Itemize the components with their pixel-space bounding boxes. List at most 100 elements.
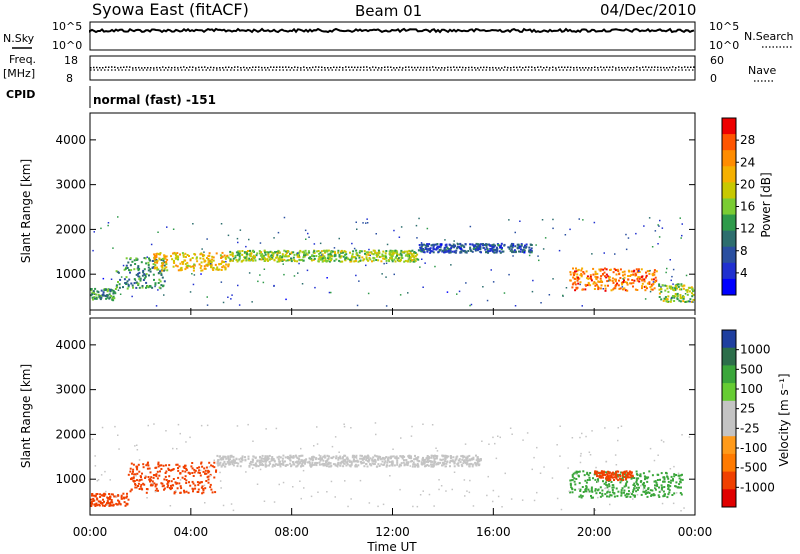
power-point [686,290,689,293]
power-point [461,249,464,252]
velocity-point [386,457,389,460]
velocity-point [607,470,609,473]
power-point [288,259,291,262]
power-point [272,253,275,256]
velocity-point [604,473,607,476]
velocity-point [292,462,295,465]
power-point [368,248,370,251]
power-point [418,217,420,220]
power-point [394,249,397,252]
power-point [123,268,126,271]
velocity-point [375,455,378,458]
velocity-point [90,502,93,505]
velocity-point [601,494,604,497]
velocity-point [179,491,182,494]
power-point [467,250,470,252]
power-point [616,268,619,271]
power-point [208,254,211,257]
velocity-point [680,493,683,496]
velocity-point [339,464,342,467]
velocity-point [205,466,208,469]
velocity-point [339,455,342,458]
power-point [220,223,223,225]
power-point [232,257,235,260]
velocity-point [140,476,142,479]
velocity-point [615,477,618,480]
velocity-point [117,494,120,497]
power-point [459,251,462,254]
velocity-point [449,465,451,468]
velocity-point [611,476,614,479]
velocity-point [107,497,109,500]
velocity-point [134,445,136,447]
velocity-point [176,463,179,466]
power-point [413,251,416,253]
power-point [122,264,125,267]
velocity-point [616,470,619,473]
power-point [230,298,232,300]
power-point [227,265,230,268]
velocity-point [612,486,615,489]
velocity-point [95,493,98,496]
power-point [109,296,112,299]
velocity-point [657,494,660,497]
velocity-point [296,460,298,463]
power-point [379,255,382,258]
velocity-point [101,426,104,429]
velocity-point [468,465,471,468]
power-point [160,258,163,261]
power-point [149,268,152,271]
velocity-point [93,503,96,506]
power-point [586,277,589,280]
power-point [299,249,302,252]
power-point [485,246,488,249]
power-point [658,225,660,227]
velocity-point [596,489,599,492]
velocity-point [237,462,240,465]
power-point [411,255,414,258]
power-point [261,256,264,259]
velocity-point [108,493,111,495]
velocity-point [460,463,463,466]
velocity-point [428,460,431,463]
velocity-point [191,480,194,483]
velocity-point [185,469,188,471]
power-point [317,258,320,261]
date-title: 04/Dec/2010 [600,1,696,19]
power-point [279,256,282,259]
power-point [597,286,600,289]
power-point [335,258,338,261]
power-point [137,282,140,285]
power-point [681,234,683,237]
velocity-point [499,436,501,439]
power-point [165,263,168,266]
velocity-point [635,470,638,473]
power-ytick-label: 3000 [55,178,86,192]
power-point [459,246,462,249]
velocity-point [299,480,301,482]
power-point [210,263,212,265]
power-point [423,251,426,254]
power-point [586,284,589,287]
power-point [530,247,533,250]
velocity-point [466,457,469,459]
velocity-point [632,489,635,492]
power-point [302,256,305,259]
velocity-point [642,472,645,475]
power-point [509,249,512,252]
power-point [381,254,384,257]
power-point [616,282,619,285]
power-point [456,247,459,250]
velocity-point [191,487,194,490]
power-point [626,289,629,292]
power-point [355,253,358,256]
velocity-point [91,493,94,495]
velocity-point [652,493,655,496]
velocity-point [170,480,173,483]
velocity-point [569,482,572,485]
velocity-point [585,487,588,490]
velocity-point [223,460,226,463]
power-point [672,268,675,271]
velocity-point [438,488,440,491]
power-point [375,233,377,235]
